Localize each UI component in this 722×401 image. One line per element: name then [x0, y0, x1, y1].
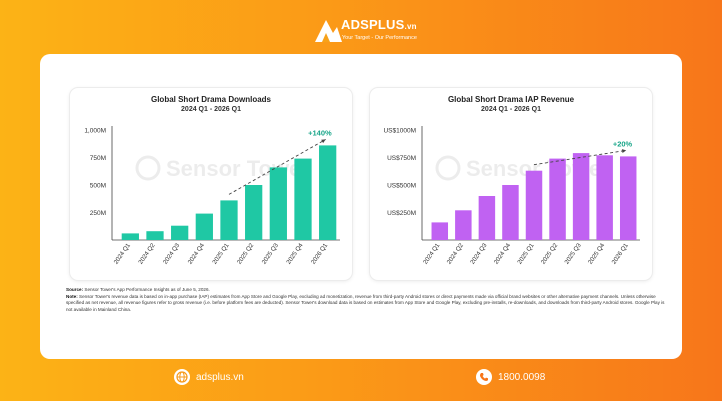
bar [195, 213, 213, 240]
y-tick-label: US$1000M [383, 128, 416, 135]
website-text: adsplus.vn [196, 371, 244, 383]
bar [572, 153, 590, 240]
x-tick-label: 2025 Q1 [211, 242, 231, 266]
x-tick-label: 2026 Q1 [310, 242, 330, 266]
bar [121, 233, 139, 240]
phone-text: 1800.0098 [498, 371, 546, 383]
phone-icon [476, 369, 492, 385]
bar [245, 185, 263, 240]
downloads-chart-panel: Global Short Drama Downloads 2024 Q1 - 2… [70, 88, 352, 280]
bar [146, 231, 164, 240]
growth-arrow [228, 139, 326, 195]
y-tick-label: US$750M [387, 155, 416, 162]
y-tick-label: 750M [90, 155, 106, 162]
arrow-head-icon [621, 149, 627, 153]
arrow-head-icon [321, 139, 326, 144]
revenue-bar-chart: Sensor TowerUS$250MUS$500MUS$750MUS$1000… [383, 126, 640, 266]
brand-tagline: Your Target - Our Performance [342, 35, 417, 41]
source-notes: Source: Sensor Tower's App Performance I… [66, 287, 666, 313]
note-line: Note: Sensor Tower's revenue data is bas… [66, 293, 665, 312]
x-tick-label: 2024 Q2 [446, 242, 466, 266]
x-tick-label: 2025 Q2 [540, 242, 560, 266]
x-tick-label: 2026 Q1 [611, 242, 631, 266]
x-tick-label: 2024 Q3 [162, 242, 182, 266]
brand-logo: ADSPLUS.vn Your Target - Our Performance [313, 16, 423, 44]
bar [455, 210, 472, 240]
footer-website[interactable]: adsplus.vn [174, 368, 244, 386]
chart-title: Global Short Drama Downloads [150, 95, 271, 104]
x-tick-label: 2024 Q1 [113, 242, 133, 266]
svg-text:Sensor Tower: Sensor Tower [166, 156, 310, 181]
x-tick-label: 2025 Q1 [516, 242, 536, 266]
bar [294, 158, 312, 240]
x-tick-label: 2024 Q1 [422, 242, 442, 266]
growth-annotation: +20% [613, 139, 633, 148]
bar [596, 155, 613, 240]
bar [319, 145, 337, 240]
bar [171, 225, 189, 240]
x-tick-label: 2024 Q2 [137, 242, 157, 266]
mountain-logo-icon [315, 20, 342, 42]
brand-name: ADSPLUS.vn [341, 17, 417, 32]
footer-phone[interactable]: 1800.0098 [476, 368, 545, 386]
x-tick-label: 2025 Q4 [587, 242, 607, 266]
x-tick-label: 2025 Q2 [236, 242, 256, 266]
y-tick-label: 1,000M [84, 128, 106, 135]
bar [549, 158, 566, 240]
bar [619, 156, 637, 240]
content-card: Global Short Drama Downloads 2024 Q1 - 2… [40, 54, 682, 359]
bar [431, 222, 449, 240]
y-tick-label: 250M [90, 210, 106, 217]
bar [525, 170, 543, 240]
chart-subtitle: 2024 Q1 - 2026 Q1 [181, 106, 241, 113]
x-tick-label: 2025 Q3 [261, 242, 281, 266]
globe-icon [174, 369, 190, 385]
bar [502, 185, 519, 240]
x-tick-label: 2025 Q4 [285, 242, 305, 266]
growth-annotation: +140% [308, 128, 332, 137]
growth-arrow [533, 149, 627, 166]
chart-title: Global Short Drama IAP Revenue [447, 95, 575, 104]
y-tick-label: US$250M [387, 210, 416, 217]
x-tick-label: 2024 Q4 [493, 242, 513, 266]
source-line: Source: Sensor Tower's App Performance I… [66, 287, 210, 292]
bar [478, 196, 496, 240]
x-tick-label: 2024 Q4 [187, 242, 207, 266]
bar [269, 167, 287, 240]
bar [220, 200, 238, 240]
revenue-chart-panel: Global Short Drama IAP Revenue 2024 Q1 -… [370, 88, 652, 280]
x-tick-label: 2025 Q3 [563, 242, 583, 266]
y-tick-label: US$500M [387, 183, 416, 190]
y-tick-label: 500M [90, 183, 106, 190]
chart-subtitle: 2024 Q1 - 2026 Q1 [481, 106, 541, 113]
x-tick-label: 2024 Q3 [469, 242, 489, 266]
